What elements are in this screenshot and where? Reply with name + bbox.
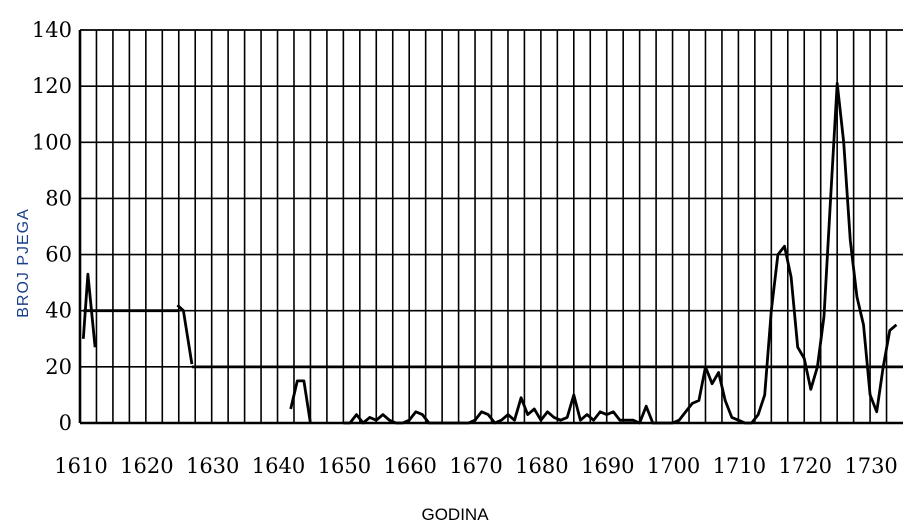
series-line <box>289 379 312 424</box>
y-tick-label: 120 <box>32 74 72 98</box>
x-tick-label: 1710 <box>713 454 766 478</box>
x-tick-labels: 1610 1620 1630 1640 1650 1660 1670 1680 1690 1700… <box>54 454 898 478</box>
x-tick-label: 1730 <box>844 454 897 478</box>
x-axis-label: GODINA <box>421 505 489 524</box>
y-tick-label: 0 <box>59 411 72 435</box>
series-line <box>343 81 898 425</box>
series-line <box>81 272 97 348</box>
x-tick-label: 1630 <box>186 454 239 478</box>
x-tick-label: 1690 <box>581 454 634 478</box>
x-tick-label: 1670 <box>449 454 502 478</box>
series-layer <box>81 81 903 425</box>
y-tick-label: 80 <box>45 186 72 210</box>
x-tick-label: 1660 <box>383 454 436 478</box>
x-tick-label: 1680 <box>515 454 568 478</box>
y-tick-label: 40 <box>45 299 72 323</box>
x-tick-label: 1700 <box>647 454 700 478</box>
y-tick-label: 20 <box>45 355 72 379</box>
x-tick-label: 1640 <box>252 454 305 478</box>
x-tick-label: 1610 <box>54 454 107 478</box>
x-tick-label: 1720 <box>779 454 832 478</box>
y-tick-labels: 0 20 40 60 80 100 120 140 <box>32 18 72 435</box>
y-tick-label: 140 <box>32 18 72 42</box>
x-tick-label: 1650 <box>318 454 371 478</box>
x-tick-label: 1620 <box>120 454 173 478</box>
y-axis-label: BROJ PJEGA <box>15 208 32 318</box>
y-tick-label: 100 <box>32 130 72 154</box>
grid <box>78 29 903 425</box>
y-tick-label: 60 <box>45 243 72 267</box>
series-line <box>176 304 194 365</box>
